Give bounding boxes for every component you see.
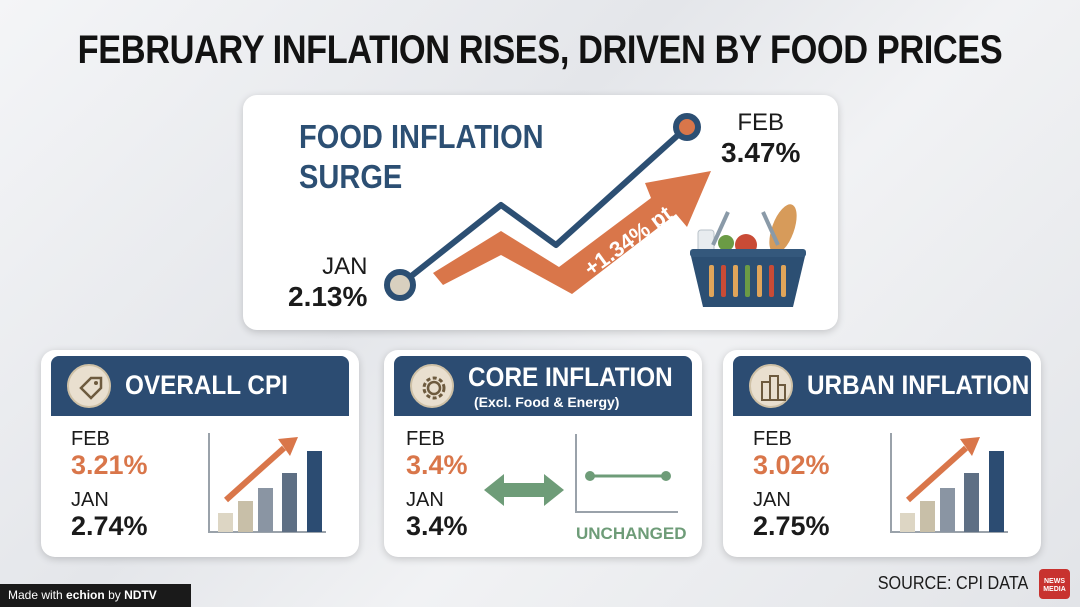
food-title-line1: FOOD INFLATION — [299, 118, 544, 155]
food-inflation-title: FOOD INFLATION SURGE — [299, 117, 544, 197]
urban-feb-value: 3.02% — [753, 450, 830, 480]
echion-brand: echion — [66, 588, 105, 602]
made-with-footer[interactable]: Made with echion by NDTV — [0, 584, 191, 607]
core-jan-label: JAN — [406, 489, 444, 511]
core-inflation-header: CORE INFLATION (Excl. Food & Energy) — [394, 356, 692, 416]
core-jan-value: 3.4% — [406, 511, 468, 541]
news-badge-line2: MEDIA — [1043, 586, 1066, 593]
city-buildings-icon — [749, 364, 793, 408]
page-title: FEBRUARY INFLATION RISES, DRIVEN BY FOOD… — [77, 28, 1003, 72]
food-jan-value: 2.13% — [288, 281, 368, 312]
source-label: SOURCE: CPI DATA — [877, 573, 1028, 593]
overall-cpi-title: OVERALL CPI — [125, 370, 288, 400]
surge-arrow — [433, 171, 711, 294]
gear-icon — [410, 364, 454, 408]
core-feb-value: 3.4% — [406, 450, 468, 480]
grocery-basket-icon — [690, 204, 806, 307]
food-jan-label: JAN — [322, 253, 368, 280]
urban-jan-label: JAN — [753, 489, 791, 511]
overall-bar-chart-icon — [208, 433, 326, 533]
overall-jan-label: JAN — [71, 489, 109, 511]
overall-feb-value: 3.21% — [71, 450, 148, 480]
core-inflation-title: CORE INFLATION — [468, 362, 673, 392]
food-feb-value: 3.47% — [721, 137, 801, 168]
urban-inflation-header: URBAN INFLATION — [733, 356, 1031, 416]
food-jan-label-group: JAN 2.13% — [288, 253, 367, 313]
food-feb-label: FEB — [737, 109, 785, 136]
food-surge-graphic: +1.34% pt — [384, 113, 806, 307]
food-inflation-card: FOOD INFLATION SURGE +1.34% pt — [243, 95, 838, 330]
news-media-badge: NEWS MEDIA — [1039, 569, 1070, 599]
urban-bar-chart-icon — [890, 433, 1008, 533]
by-text: by — [108, 588, 121, 602]
double-arrow-icon — [484, 474, 564, 506]
food-title-line2: SURGE — [299, 158, 403, 195]
core-status-label: UNCHANGED — [576, 524, 687, 543]
urban-inflation-card: URBAN INFLATION FEB 3.02% JAN 2.75% — [723, 350, 1041, 557]
price-tag-icon — [67, 364, 111, 408]
overall-jan-value: 2.74% — [71, 511, 148, 541]
ndtv-brand: NDTV — [124, 588, 157, 602]
urban-feb-label: FEB — [753, 428, 792, 450]
jan-point — [384, 269, 416, 301]
food-feb-label-group: FEB 3.47% — [721, 109, 800, 169]
flat-line-chart-icon — [575, 434, 678, 513]
made-with-text: Made with — [8, 588, 63, 602]
core-feb-label: FEB — [406, 428, 445, 450]
food-trend-line — [398, 124, 690, 288]
overall-feb-label: FEB — [71, 428, 110, 450]
overall-cpi-header: OVERALL CPI — [51, 356, 349, 416]
overall-cpi-card: OVERALL CPI FEB 3.21% JAN 2.74% — [41, 350, 359, 557]
feb-point — [673, 113, 701, 141]
news-badge-line1: NEWS — [1044, 578, 1065, 585]
urban-jan-value: 2.75% — [753, 511, 830, 541]
urban-inflation-title: URBAN INFLATION — [807, 370, 1030, 400]
core-inflation-card: CORE INFLATION (Excl. Food & Energy) FEB… — [384, 350, 702, 557]
core-inflation-subtitle: (Excl. Food & Energy) — [474, 394, 620, 410]
